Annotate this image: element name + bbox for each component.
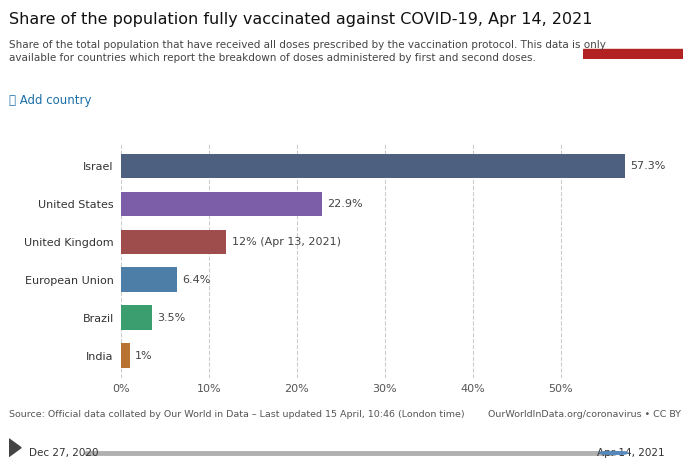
Polygon shape: [9, 439, 21, 456]
Bar: [583, 49, 683, 59]
Text: 22.9%: 22.9%: [328, 199, 363, 209]
Bar: [121, 267, 177, 292]
Text: ➕ Add country: ➕ Add country: [9, 94, 92, 107]
Circle shape: [602, 452, 626, 454]
Text: Dec 27, 2020: Dec 27, 2020: [29, 448, 99, 458]
Text: OurWorldInData.org/coronavirus • CC BY: OurWorldInData.org/coronavirus • CC BY: [488, 410, 681, 419]
Text: Share of the total population that have received all doses prescribed by the vac: Share of the total population that have …: [9, 40, 606, 63]
Text: 1%: 1%: [135, 351, 152, 360]
Text: Our World: Our World: [603, 15, 663, 25]
Text: Apr 14, 2021: Apr 14, 2021: [597, 448, 664, 458]
Bar: [121, 343, 130, 368]
Text: Share of the population fully vaccinated against COVID-19, Apr 14, 2021: Share of the population fully vaccinated…: [9, 12, 593, 27]
Text: 57.3%: 57.3%: [630, 161, 665, 171]
Bar: [121, 192, 322, 216]
Text: 12% (Apr 13, 2021): 12% (Apr 13, 2021): [232, 237, 341, 247]
Bar: [121, 154, 625, 179]
Bar: [121, 229, 226, 254]
Text: Source: Official data collated by Our World in Data – Last updated 15 April, 10:: Source: Official data collated by Our Wo…: [9, 410, 464, 419]
Text: 6.4%: 6.4%: [182, 275, 210, 285]
Bar: [121, 306, 152, 330]
Text: in Data: in Data: [612, 30, 654, 39]
Text: 3.5%: 3.5%: [157, 313, 185, 323]
